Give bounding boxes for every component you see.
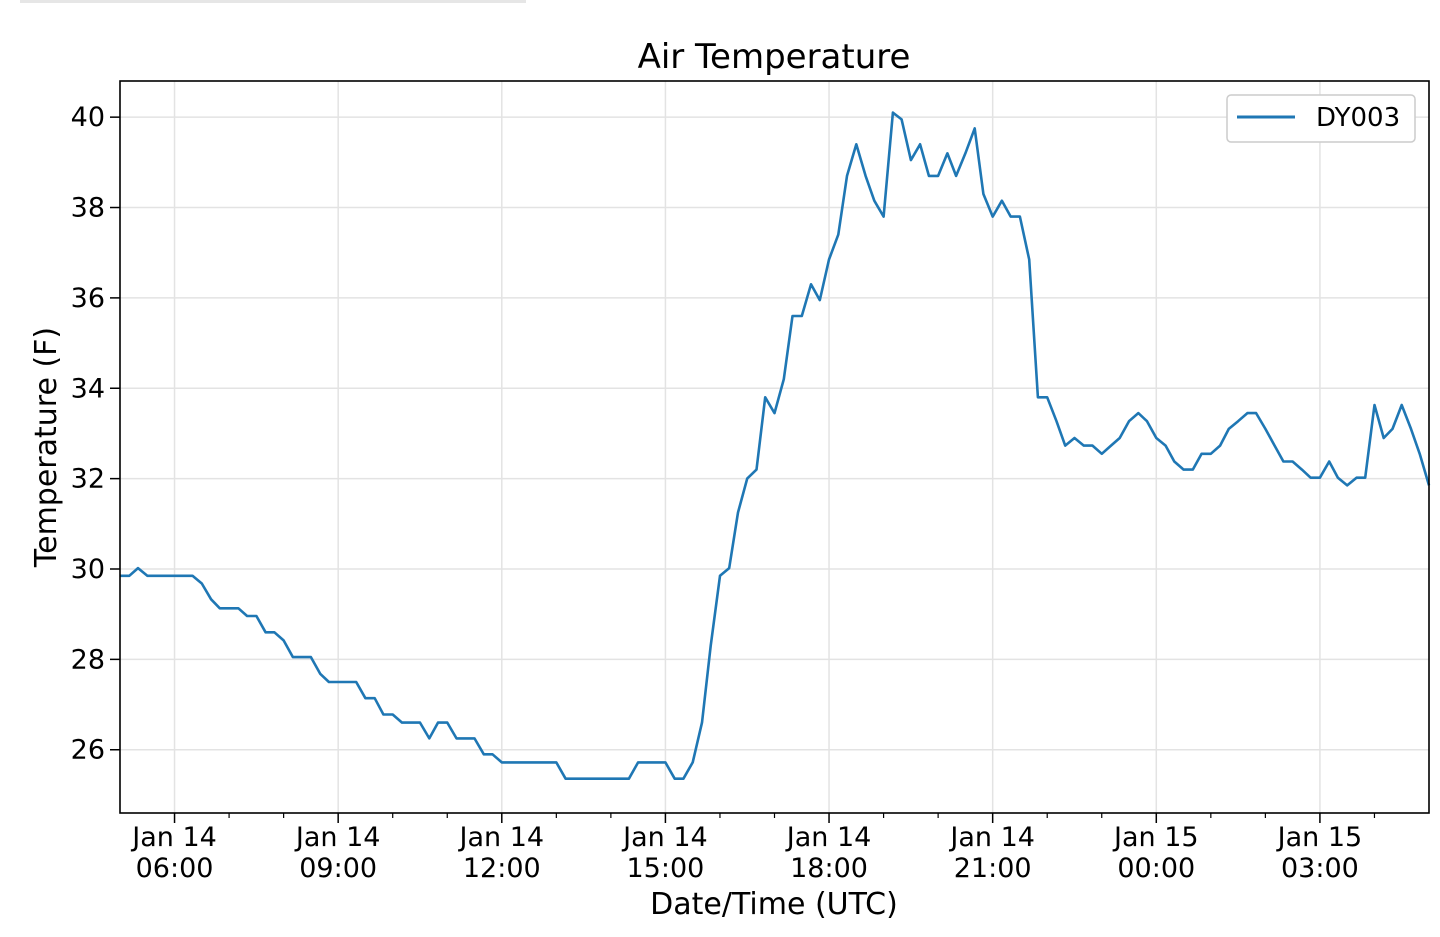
x-tick-label-date: Jan 14 [458, 822, 545, 853]
y-tick-label: 34 [71, 373, 105, 404]
x-tick-label-time: 03:00 [1281, 853, 1359, 884]
y-tick-label: 38 [71, 193, 105, 224]
x-tick-label-date: Jan 14 [294, 822, 381, 853]
x-tick-label-time: 12:00 [463, 853, 541, 884]
legend-box [1226, 94, 1416, 143]
y-tick-label: 28 [71, 644, 105, 675]
x-tick-label-time: 15:00 [627, 853, 705, 884]
x-tick-label-time: 06:00 [136, 853, 214, 884]
x-tick-label-date: Jan 14 [130, 822, 217, 853]
series-line-dy003 [120, 111, 1431, 780]
x-tick-label-date: Jan 15 [1276, 822, 1363, 853]
y-tick-label: 32 [71, 464, 105, 495]
x-tick-label-date: Jan 14 [948, 822, 1035, 853]
y-tick-label: 40 [71, 102, 105, 133]
grid-lines [120, 81, 1429, 813]
x-tick-label-date: Jan 14 [621, 822, 708, 853]
x-tick-label-date: Jan 14 [785, 822, 872, 853]
y-tick-label: 36 [71, 283, 105, 314]
x-tick-label-date: Jan 15 [1112, 822, 1199, 853]
legend-label: DY003 [1316, 103, 1400, 133]
plot-frame [119, 80, 1430, 814]
series-layer [120, 111, 1431, 780]
y-axis-label: Temperature (F) [29, 327, 64, 568]
y-axis: 26 28 30 32 34 36 38 40 [71, 102, 120, 766]
top-border-strip [20, 0, 526, 3]
x-tick-label-time: 21:00 [954, 853, 1032, 884]
y-tick-label: 30 [71, 554, 105, 585]
x-axis-label: Date/Time (UTC) [650, 887, 898, 922]
x-tick-label-time: 09:00 [299, 853, 377, 884]
x-tick-label-time: 18:00 [790, 853, 868, 884]
y-tick-label: 26 [71, 735, 105, 766]
legend: DY003 [1226, 94, 1416, 143]
chart-title: Air Temperature [638, 37, 911, 77]
x-tick-label-time: 00:00 [1117, 853, 1195, 884]
